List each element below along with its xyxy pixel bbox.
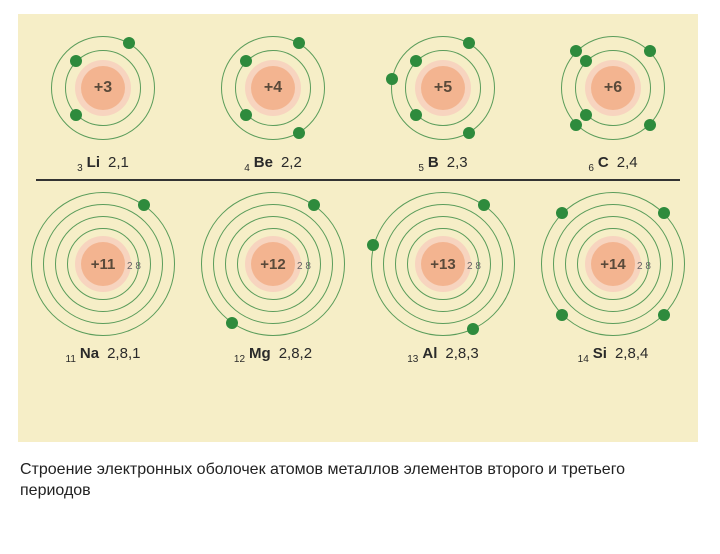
atomic-number: 14 xyxy=(578,354,589,365)
element-symbol: Li xyxy=(87,154,100,171)
nucleus-charge: +11 xyxy=(91,256,116,273)
atom-cell: +13 2 8 13 Al 2,8,3 xyxy=(368,189,518,362)
element-symbol: C xyxy=(598,154,609,171)
nucleus-charge: +4 xyxy=(264,79,282,97)
element-label: 3 Li 2,1 xyxy=(77,154,129,171)
nucleus-charge: +3 xyxy=(94,79,112,97)
atom-diagram: +3 xyxy=(43,28,163,148)
electron-config: 2,2 xyxy=(281,154,302,171)
atom-cell: +4 4 Be 2,2 xyxy=(213,28,333,171)
inner-shell-count: 2 8 xyxy=(297,261,311,272)
inner-shell-count: 2 8 xyxy=(127,261,141,272)
nucleus-charge: +12 xyxy=(260,256,285,273)
figure-caption: Строение электронных оболочек атомов мет… xyxy=(0,442,720,502)
atomic-number: 13 xyxy=(407,354,418,365)
electron xyxy=(293,127,305,139)
electron-config: 2,4 xyxy=(617,154,638,171)
atom-diagram: +4 xyxy=(213,28,333,148)
period-divider xyxy=(36,179,680,181)
atom-diagram: +6 xyxy=(553,28,673,148)
atom-diagram: +11 2 8 xyxy=(28,189,178,339)
atom-diagram: +12 2 8 xyxy=(198,189,348,339)
nucleus: +14 xyxy=(591,242,635,286)
atomic-number: 12 xyxy=(234,354,245,365)
nucleus: +6 xyxy=(591,66,635,110)
electron-config: 2,8,3 xyxy=(445,345,478,362)
inner-shell-count: 2 8 xyxy=(637,261,651,272)
element-label: 5B 2,3 xyxy=(418,154,467,171)
inner-shell-count: 2 8 xyxy=(467,261,481,272)
electron xyxy=(226,317,238,329)
electron-config: 2,1 xyxy=(108,154,129,171)
electron xyxy=(644,119,656,131)
electron xyxy=(463,37,475,49)
element-label: 12 Mg 2,8,2 xyxy=(234,345,312,362)
diagram-panel: +3 3 Li 2,1 +4 4 Be 2,2 +5 5B 2,3 +6 6C 2,4 +11 2 8 11 Na… xyxy=(18,14,698,442)
nucleus: +3 xyxy=(81,66,125,110)
period-2-row: +3 3 Li 2,1 +4 4 Be 2,2 +5 5B 2,3 +6 6C 2,4 xyxy=(18,28,698,171)
electron xyxy=(123,37,135,49)
nucleus: +11 xyxy=(81,242,125,286)
atom-diagram: +14 2 8 xyxy=(538,189,688,339)
electron xyxy=(658,207,670,219)
electron xyxy=(293,37,305,49)
atomic-number: 5 xyxy=(418,163,424,174)
atom-cell: +12 2 8 12 Mg 2,8,2 xyxy=(198,189,348,362)
electron xyxy=(556,309,568,321)
element-symbol: Al xyxy=(422,345,437,362)
electron xyxy=(386,73,398,85)
element-label: 11 Na 2,8,1 xyxy=(66,345,141,362)
electron-config: 2,8,4 xyxy=(615,345,648,362)
element-symbol: Mg xyxy=(249,345,271,362)
nucleus: +13 xyxy=(421,242,465,286)
element-symbol: Na xyxy=(80,345,99,362)
atomic-number: 11 xyxy=(66,354,76,365)
nucleus-charge: +6 xyxy=(604,79,622,97)
atomic-number: 3 xyxy=(77,163,83,174)
atom-cell: +5 5B 2,3 xyxy=(383,28,503,171)
electron xyxy=(410,109,422,121)
period-3-row: +11 2 8 11 Na 2,8,1 +12 2 8 12 Mg 2,8,2 +13 2 8 13 Al… xyxy=(18,189,698,362)
electron xyxy=(70,109,82,121)
electron-config: 2,8,2 xyxy=(279,345,312,362)
nucleus: +5 xyxy=(421,66,465,110)
element-label: 6C 2,4 xyxy=(588,154,637,171)
electron xyxy=(570,119,582,131)
element-label: 14 Si 2,8,4 xyxy=(578,345,649,362)
element-symbol: Si xyxy=(593,345,607,362)
atom-diagram: +13 2 8 xyxy=(368,189,518,339)
electron xyxy=(463,127,475,139)
atomic-number: 6 xyxy=(588,163,594,174)
nucleus-charge: +14 xyxy=(600,256,625,273)
atom-cell: +14 2 8 14 Si 2,8,4 xyxy=(538,189,688,362)
nucleus: +4 xyxy=(251,66,295,110)
electron xyxy=(644,45,656,57)
atom-diagram: +5 xyxy=(383,28,503,148)
electron xyxy=(467,323,479,335)
element-symbol: Be xyxy=(254,154,273,171)
electron-config: 2,3 xyxy=(447,154,468,171)
electron xyxy=(658,309,670,321)
atom-cell: +3 3 Li 2,1 xyxy=(43,28,163,171)
element-symbol: B xyxy=(428,154,439,171)
electron xyxy=(240,109,252,121)
electron xyxy=(580,109,592,121)
atom-cell: +6 6C 2,4 xyxy=(553,28,673,171)
nucleus: +12 xyxy=(251,242,295,286)
element-label: 13 Al 2,8,3 xyxy=(407,345,479,362)
atomic-number: 4 xyxy=(244,163,250,174)
element-label: 4 Be 2,2 xyxy=(244,154,302,171)
nucleus-charge: +5 xyxy=(434,79,452,97)
electron-config: 2,8,1 xyxy=(107,345,140,362)
nucleus-charge: +13 xyxy=(430,256,455,273)
atom-cell: +11 2 8 11 Na 2,8,1 xyxy=(28,189,178,362)
